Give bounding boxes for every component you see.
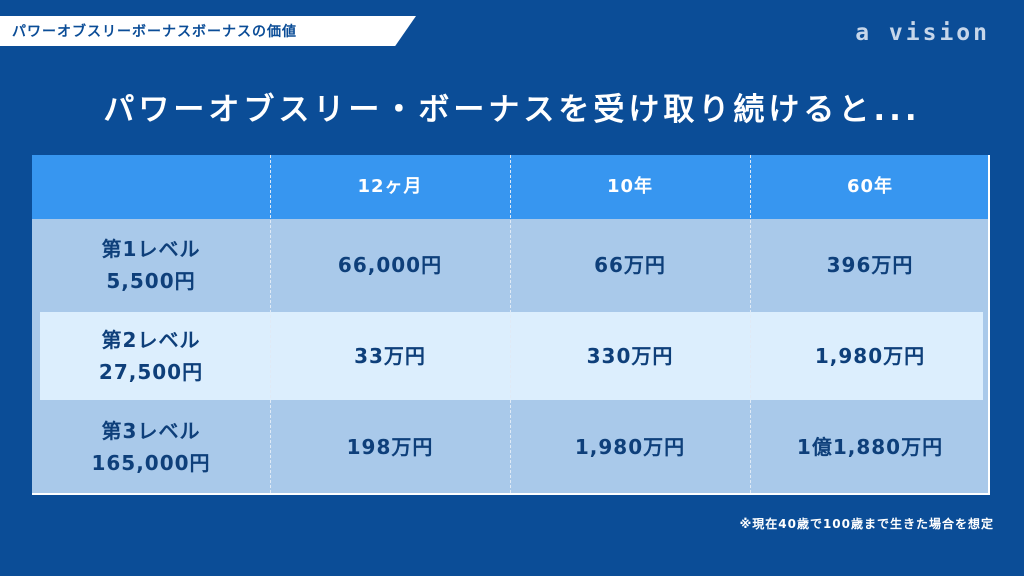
column-divider xyxy=(510,155,511,493)
column-header-60-years: 60年 xyxy=(846,176,894,197)
table-cell: 198万円 xyxy=(346,435,434,459)
footnote: ※現在40歳で100歳まで生きた場合を想定 xyxy=(739,517,994,531)
table-cell: 33万円 xyxy=(354,344,426,368)
level-name: 第3レベル xyxy=(101,419,201,443)
table-cell: 1,980万円 xyxy=(574,435,686,459)
page-title: パワーオブスリー・ボーナスを受け取り続けると... xyxy=(103,92,921,128)
brand-logo: a vision xyxy=(855,20,990,46)
table-cell: 1億1,880万円 xyxy=(796,435,944,459)
section-tag: パワーオブスリーボーナスボーナスの価値 xyxy=(0,16,416,46)
row-label-level-1: 第1レベル 5,500円 xyxy=(32,219,270,311)
table-cell: 66万円 xyxy=(594,253,666,277)
column-header-12-months: 12ヶ月 xyxy=(357,176,423,197)
table-cell: 330万円 xyxy=(586,344,674,368)
bonus-table: 12ヶ月 10年 60年 第1レベル 5,500円 66,000円 66万円 3… xyxy=(32,155,990,495)
table-cell: 66,000円 xyxy=(337,253,443,277)
row-label-level-2: 第2レベル 27,500円 xyxy=(32,312,270,400)
table-cell: 396万円 xyxy=(826,253,914,277)
level-name: 第1レベル xyxy=(101,237,201,261)
table-cell: 1,980万円 xyxy=(814,344,926,368)
column-divider xyxy=(750,155,751,493)
level-name: 第2レベル xyxy=(101,328,201,352)
row-label-level-3: 第3レベル 165,000円 xyxy=(32,401,270,493)
column-divider xyxy=(270,155,271,493)
level-amount: 5,500円 xyxy=(106,269,196,293)
level-amount: 27,500円 xyxy=(98,360,204,384)
column-header-10-years: 10年 xyxy=(606,176,654,197)
section-tag-label: パワーオブスリーボーナスボーナスの価値 xyxy=(12,24,297,40)
level-amount: 165,000円 xyxy=(91,451,211,475)
table-row-highlight xyxy=(40,312,983,400)
